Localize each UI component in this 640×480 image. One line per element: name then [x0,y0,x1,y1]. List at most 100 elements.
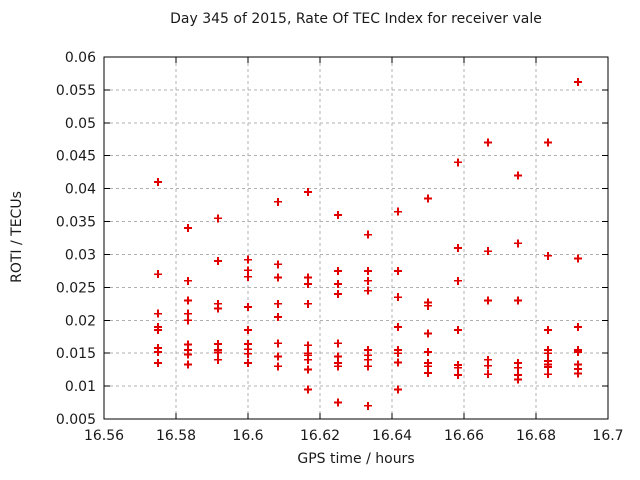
data-point [304,355,313,364]
data-point [574,369,583,378]
x-tick-label: 16.7 [592,428,623,444]
y-tick-label: 0.055 [56,83,96,99]
data-point [394,322,403,331]
data-point [484,247,493,256]
data-point [453,363,462,372]
data-point [273,352,282,361]
data-point [574,322,583,331]
x-tick-label: 16.6 [232,428,263,444]
data-point [394,293,403,302]
data-point [394,385,403,394]
data-point [334,339,342,348]
data-point [273,273,282,282]
data-point [424,368,432,377]
data-point [183,224,192,233]
data-point [424,329,432,338]
x-tick-label: 16.56 [84,428,124,444]
data-point [484,370,493,379]
data-point [183,296,192,305]
data-point [183,350,192,359]
data-point [183,276,192,285]
data-point [214,214,223,223]
x-tick-label: 16.64 [372,428,412,444]
data-point [244,303,252,312]
data-point [574,254,583,263]
y-tick-label: 0.045 [56,149,96,165]
data-point [424,301,432,310]
data-point [214,355,223,364]
data-point [304,280,313,289]
data-point [154,326,162,335]
y-axis-label: ROTI / TECUs [9,191,25,283]
data-point [304,365,313,374]
data-point [514,239,522,248]
x-tick-label: 16.62 [300,428,340,444]
data-point [183,316,192,325]
data-point [214,304,223,313]
data-point [394,207,403,216]
data-point [363,276,372,285]
data-point [214,348,223,357]
data-point [543,363,552,372]
data-point [334,210,342,219]
data-point [363,230,372,239]
y-tick-label: 0.06 [65,50,96,66]
y-tick-label: 0.02 [65,313,96,329]
data-point [543,326,552,335]
data-point [484,361,493,370]
data-point [244,349,252,358]
data-point [453,326,462,335]
data-point [244,359,252,368]
data-point [334,362,342,371]
data-point [514,363,522,372]
gridlines [104,57,608,419]
data-point [424,347,432,356]
data-point [273,339,282,348]
data-point [543,370,552,379]
x-tick-label: 16.66 [444,428,484,444]
tick-labels: 16.56 16.58 16.6 16.62 16.64 16.66 16.68 16.7 0.… [56,50,624,444]
data-point [543,251,552,260]
data-point [484,296,493,305]
data-point [304,187,313,196]
data-point [273,260,282,269]
data-points [154,78,583,410]
y-tick-label: 0.04 [65,182,96,198]
data-point [334,266,342,275]
y-tick-label: 0.05 [65,116,96,132]
y-tick-label: 0.015 [56,346,96,362]
data-point [484,138,493,147]
data-point [214,257,223,266]
data-point [273,197,282,206]
data-point [394,266,403,275]
data-point [543,138,552,147]
data-point [394,349,403,358]
data-point [514,171,522,180]
data-point [244,326,252,335]
x-tick-label: 16.58 [156,428,196,444]
data-point [363,266,372,275]
y-tick-label: 0.01 [65,379,96,395]
data-point [363,362,372,371]
x-tick-label: 16.68 [516,428,556,444]
data-point [334,280,342,289]
data-point [543,349,552,358]
data-point [244,272,252,281]
data-point [154,347,162,356]
data-point [574,347,583,356]
data-point [154,309,162,318]
data-point [514,375,522,384]
tick-marks [103,56,609,420]
data-point [453,276,462,285]
data-point [363,286,372,295]
y-tick-label: 0.035 [56,215,96,231]
data-point [304,341,313,350]
y-tick-label: 0.025 [56,280,96,296]
y-tick-label: 0.005 [56,412,96,428]
x-axis-label: GPS time / hours [297,451,415,467]
data-point [514,296,522,305]
data-point [453,370,462,379]
chart-title: Day 345 of 2015, Rate Of TEC Index for r… [170,11,542,27]
